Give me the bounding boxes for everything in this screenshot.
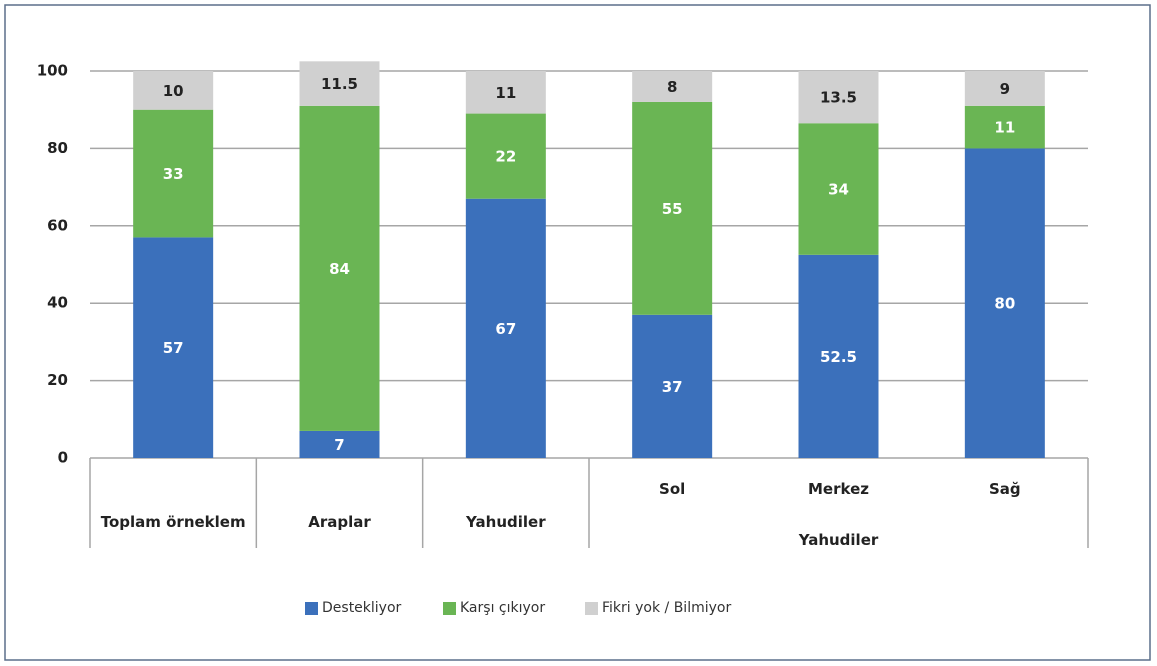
x-tick-label: Sol <box>659 480 686 498</box>
x-tick-label: Toplam örneklem <box>100 513 246 531</box>
bar-segment <box>133 109 214 238</box>
bar-segment <box>964 71 1045 106</box>
value-label: 8 <box>667 78 677 96</box>
legend-item: Destekliyor <box>305 600 401 616</box>
y-tick-label: 40 <box>47 294 68 312</box>
value-label: 52.5 <box>820 348 857 366</box>
value-label: 57 <box>163 339 184 357</box>
bar-segment <box>632 314 713 458</box>
bar-segment <box>299 105 380 431</box>
bar-segment <box>299 430 380 458</box>
value-label: 13.5 <box>820 89 857 107</box>
legend-swatch <box>585 601 598 615</box>
bar-segment <box>798 123 879 255</box>
value-label: 84 <box>329 260 350 278</box>
bar-segment <box>133 71 214 110</box>
bar-segment <box>964 148 1045 458</box>
bar-segment <box>632 71 713 102</box>
y-tick-label: 0 <box>58 449 68 467</box>
legend-swatch <box>443 601 456 615</box>
y-tick-label: 80 <box>47 139 68 157</box>
value-label: 37 <box>662 378 683 396</box>
value-label: 80 <box>994 295 1015 313</box>
legend-label: Destekliyor <box>322 600 402 616</box>
x-tick-label: Merkez <box>808 480 869 498</box>
value-label: 67 <box>495 320 516 338</box>
value-label: 9 <box>1000 80 1010 98</box>
y-tick-label: 20 <box>47 371 68 389</box>
legend-label: Karşı çıkıyor <box>460 600 546 616</box>
value-label: 11.5 <box>321 75 358 93</box>
value-label: 11 <box>994 119 1015 137</box>
value-label: 22 <box>495 148 516 166</box>
value-label: 33 <box>163 165 184 183</box>
bar-segment <box>632 101 713 315</box>
bar-segment <box>798 254 879 458</box>
legend-item: Fikri yok / Bilmiyor <box>585 600 731 616</box>
bar-segment <box>133 237 214 458</box>
x-tick-label: Sağ <box>988 480 1021 498</box>
value-label: 10 <box>163 82 184 100</box>
bar-segment <box>465 113 546 199</box>
bar-segment <box>465 71 546 114</box>
value-label: 55 <box>662 200 683 218</box>
frame <box>4 4 1151 661</box>
group-label: Yahudiler <box>798 531 879 549</box>
x-tick-label: Yahudiler <box>466 513 546 531</box>
bar-segment <box>798 71 879 124</box>
value-label: 7 <box>334 436 344 454</box>
bar-segment <box>299 61 380 106</box>
legend-item: Karşı çıkıyor <box>443 600 545 616</box>
y-tick-label: 60 <box>47 216 68 234</box>
x-tick-label: Araplar <box>308 513 371 531</box>
bar-segment <box>964 105 1045 149</box>
value-label: 11 <box>495 84 516 102</box>
y-tick-label: 100 <box>37 62 68 80</box>
value-label: 34 <box>828 181 849 199</box>
legend-swatch <box>305 601 318 615</box>
legend-label: Fikri yok / Bilmiyor <box>602 600 732 616</box>
bar-segment <box>465 198 546 458</box>
